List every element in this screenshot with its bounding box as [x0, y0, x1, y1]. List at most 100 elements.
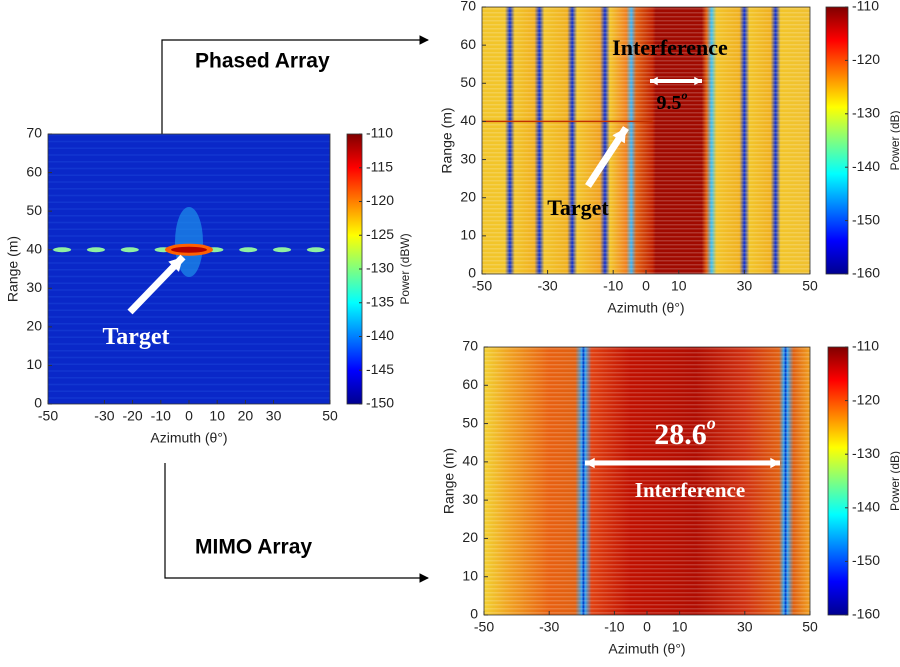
colorbar-tick-label: -140	[852, 499, 880, 515]
x-tick-label: -10	[604, 619, 624, 635]
arrow-head	[650, 76, 658, 86]
annotation-text: Target	[102, 324, 169, 350]
heatmap-lobe	[273, 247, 292, 253]
annotation-text: Target	[547, 195, 609, 220]
y-tick-label: 50	[26, 202, 42, 218]
colorbar-label: Power (dB)	[888, 110, 900, 170]
annotation-text: Interference	[612, 35, 728, 60]
annotation: Target	[547, 195, 609, 220]
heatmap-texture	[48, 309, 330, 311]
panel-label: Phased Array	[195, 50, 330, 73]
y-tick-label: 70	[460, 0, 476, 14]
x-axis-label: Azimuth (θ°)	[608, 641, 685, 657]
colorbar-tick-label: -110	[852, 338, 879, 354]
y-tick-label: 0	[470, 606, 478, 622]
annotation: Interference	[612, 35, 728, 60]
annotation: 9.5o	[657, 88, 688, 114]
arrow-head	[585, 457, 595, 469]
heatmap-lobe	[120, 247, 139, 253]
heatmap-texture	[48, 174, 330, 176]
colorbar-label: Power (dBW)	[398, 233, 412, 304]
arrow-head	[168, 257, 183, 272]
x-tick-label: -30	[539, 619, 559, 635]
heatmap-texture	[48, 363, 330, 365]
colorbar-label: Power (dB)	[888, 451, 900, 511]
annotation-text: Interference	[635, 478, 745, 502]
heatmap-texture	[48, 356, 330, 359]
heatmap-texture	[48, 296, 330, 298]
y-tick-label: 60	[460, 36, 476, 52]
heatmap-texture	[48, 289, 330, 291]
heatmap-texture	[482, 7, 810, 274]
heatmap-texture	[48, 383, 330, 386]
y-tick-label: 50	[460, 74, 476, 90]
heatmap-texture	[48, 194, 330, 197]
arrow-head	[694, 76, 702, 86]
colorbar-tick-label: -125	[366, 226, 394, 242]
colorbar-tick-label: -150	[366, 395, 394, 411]
x-tick-label: 30	[266, 408, 282, 424]
heatmap-texture	[48, 140, 330, 143]
x-tick-label: -50	[474, 619, 494, 635]
y-tick-label: 40	[462, 453, 478, 469]
y-tick-label: 10	[26, 356, 42, 372]
colorbar-tick-label: -140	[366, 327, 394, 343]
x-tick-label: 10	[671, 278, 687, 294]
x-tick-label: 50	[802, 278, 818, 294]
arrow-head	[770, 457, 780, 469]
x-tick-label: -30	[94, 408, 114, 424]
y-tick-label: 10	[460, 227, 476, 243]
heatmap-texture	[48, 282, 330, 284]
heatmap-texture	[48, 323, 330, 325]
y-tick-label: 60	[26, 163, 42, 179]
heatmap-texture	[48, 370, 330, 372]
heatmap-texture	[48, 329, 330, 332]
heatmap-texture	[48, 390, 330, 392]
annotation-text: 28.6	[654, 418, 707, 451]
colorbar-tick-label: -115	[366, 158, 393, 174]
heatmap-lobe	[86, 247, 105, 253]
heatmap-texture	[48, 302, 330, 305]
colorbar-tick-label: -130	[852, 105, 880, 121]
colorbar-tick-label: -160	[852, 265, 880, 281]
x-tick-label: -30	[537, 278, 557, 294]
x-tick-label: 0	[643, 619, 651, 635]
x-tick-label: 50	[802, 619, 818, 635]
annotation-sup: o	[707, 413, 716, 433]
colorbar-tick-label: -130	[852, 445, 880, 461]
annotation: 28.6o	[654, 413, 716, 451]
heatmap-texture	[48, 397, 330, 399]
colorbar-tick-label: -145	[366, 361, 394, 377]
colorbar-tick-label: -130	[366, 260, 394, 276]
plot	[484, 347, 810, 615]
heatmap-texture	[48, 201, 330, 203]
colorbar-tick-label: -110	[366, 125, 393, 141]
x-tick-label: 0	[642, 278, 650, 294]
x-tick-label: 10	[209, 408, 225, 424]
heatmap-lobe	[306, 247, 325, 253]
heatmap-texture	[48, 377, 330, 379]
heatmap-texture	[48, 154, 330, 156]
y-tick-label: 70	[462, 338, 478, 354]
y-tick-label: 60	[462, 376, 478, 392]
x-axis-label: Azimuth (θ°)	[150, 430, 227, 446]
colorbar-tick-label: -150	[852, 211, 880, 227]
heatmap-texture	[48, 161, 330, 163]
y-tick-label: 30	[460, 150, 476, 166]
y-tick-label: 50	[462, 414, 478, 430]
colorbar-tick-label: -150	[852, 552, 880, 568]
annotation-text: 9.5	[657, 92, 682, 114]
x-tick-label: -10	[151, 408, 171, 424]
colorbar-tick-label: -110	[852, 0, 879, 14]
heatmap-texture	[48, 188, 330, 190]
annotation: Target	[102, 324, 169, 350]
x-tick-label: 30	[737, 619, 753, 635]
x-tick-label: -50	[38, 408, 58, 424]
y-tick-label: 0	[34, 395, 42, 411]
x-tick-label: 20	[238, 408, 254, 424]
y-axis-label: Range (m)	[439, 107, 455, 173]
heatmap-lobe	[239, 247, 258, 253]
colorbar-tick-label: -120	[852, 391, 880, 407]
x-tick-label: -10	[603, 278, 623, 294]
